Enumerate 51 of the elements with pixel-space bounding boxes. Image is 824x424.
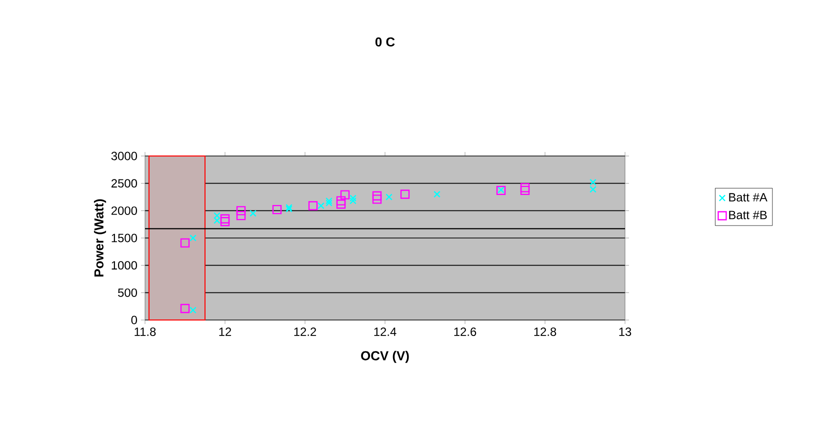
point <box>372 191 382 201</box>
point <box>350 197 356 204</box>
x-tick-label: 13 <box>619 328 632 336</box>
point <box>520 186 530 196</box>
point <box>434 190 440 198</box>
point <box>590 178 596 186</box>
legend-label: Batt #B <box>729 210 767 220</box>
y-tick-label: 1500 <box>112 234 138 242</box>
point <box>308 201 318 210</box>
y-tick-label: 2000 <box>111 206 138 215</box>
point <box>318 202 324 210</box>
y-tick-label: 2500 <box>111 179 138 188</box>
chart-title: 0 C <box>375 37 395 46</box>
x-tick-label: 12.2 <box>294 328 316 336</box>
point <box>236 210 246 220</box>
point <box>520 183 530 192</box>
point <box>372 194 382 204</box>
x-tick-label: 11.8 <box>134 328 156 336</box>
point <box>286 206 292 212</box>
point <box>590 186 596 193</box>
x-tick-label: 12.8 <box>534 328 556 336</box>
point <box>400 190 410 199</box>
point <box>220 214 230 224</box>
point <box>326 197 332 204</box>
y-tick-label: 3000 <box>111 152 138 160</box>
point <box>272 204 282 214</box>
point <box>336 200 346 209</box>
x-tick-label: 12.6 <box>454 328 476 336</box>
x-tick-label: 12 <box>219 328 232 336</box>
point <box>190 234 196 242</box>
point <box>340 190 350 200</box>
point <box>214 212 220 220</box>
x-tick-label: 12.4 <box>374 328 396 336</box>
point <box>350 194 356 202</box>
legend-label: Batt #A <box>729 193 768 202</box>
point <box>214 217 220 224</box>
point <box>190 306 196 314</box>
point <box>326 200 332 206</box>
point <box>180 238 190 248</box>
point <box>220 217 230 226</box>
y-tick-label: 0 <box>131 316 138 324</box>
point <box>250 210 256 217</box>
point <box>180 304 190 314</box>
point <box>236 206 246 216</box>
y-tick-label: 500 <box>118 288 138 297</box>
point <box>386 194 392 200</box>
point <box>286 204 292 211</box>
y-axis-title: Power (Watt) <box>94 199 106 276</box>
point <box>336 196 346 206</box>
y-tick-label: 1000 <box>112 261 138 270</box>
x-axis-title: OCV (V) <box>361 350 409 363</box>
